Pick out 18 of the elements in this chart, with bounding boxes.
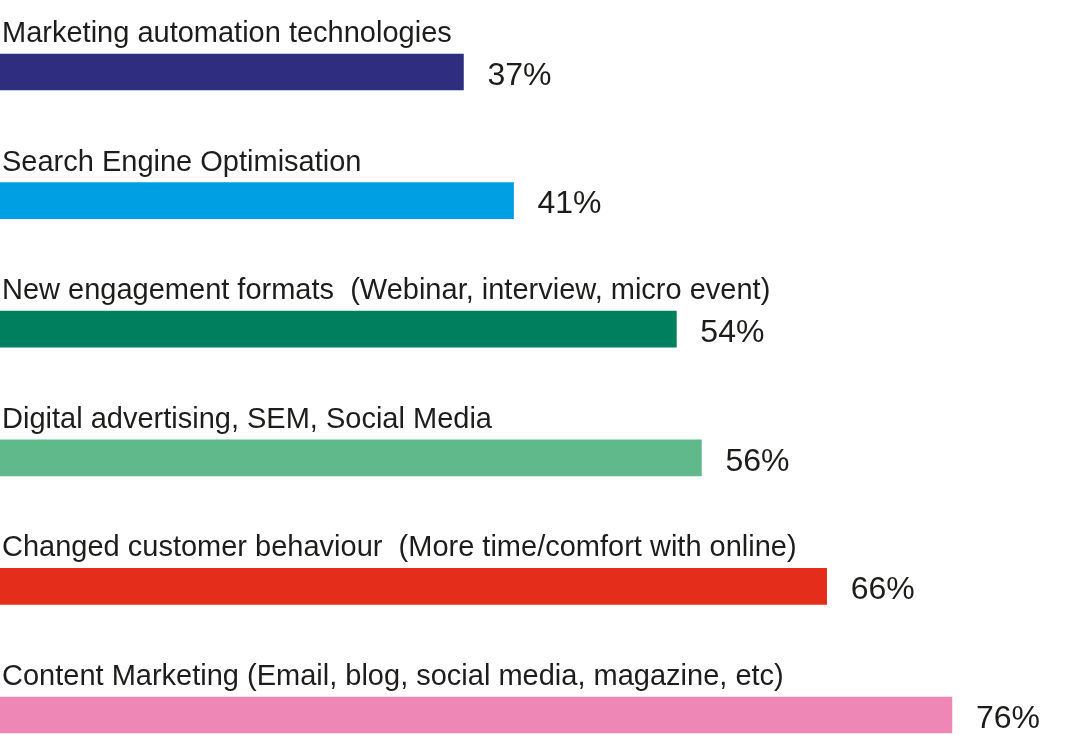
bar xyxy=(0,53,464,91)
bar xyxy=(0,182,514,219)
y-tick-label: Content Marketing (Email, blog, social media, magazine, etc) xyxy=(2,659,784,691)
data-label: 76% xyxy=(975,698,1040,735)
y-tick-label: Changed customer behaviour (More time/comfort with online) xyxy=(2,530,797,563)
data-label: 41% xyxy=(537,184,602,221)
bar xyxy=(0,439,702,477)
y-tick-label: Marketing automation technologies xyxy=(2,16,452,48)
y-tick-label: Search Engine Optimisation xyxy=(2,144,362,177)
data-label: 54% xyxy=(700,313,765,350)
data-label: 66% xyxy=(850,570,915,607)
bar xyxy=(0,568,827,605)
y-tick-label: Digital advertising, SEM, Social Media xyxy=(2,401,493,434)
bar xyxy=(0,696,953,734)
data-label: 37% xyxy=(487,55,552,92)
bar xyxy=(0,310,677,348)
y-tick-label: New engagement formats (Webinar, interview, micro event) xyxy=(2,273,771,306)
data-label: 56% xyxy=(725,441,790,478)
